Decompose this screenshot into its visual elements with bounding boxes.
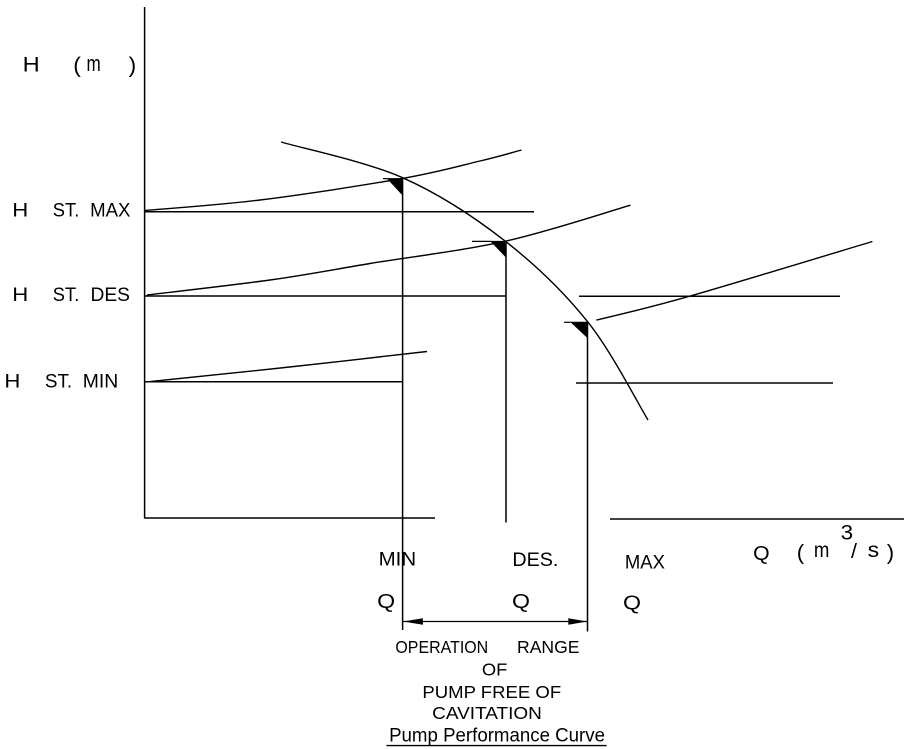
svg-text:MIN: MIN [379,549,417,571]
svg-text:3: 3 [841,522,854,545]
svg-text:H: H [4,371,20,393]
svg-text:ST.: ST. [45,371,72,393]
svg-text:H: H [12,200,28,222]
svg-text:Q: Q [623,593,641,615]
svg-text:OPERATION: OPERATION [395,637,488,657]
svg-text:Q: Q [512,591,530,613]
svg-text:Q: Q [753,543,770,565]
svg-text:): ) [887,541,894,565]
svg-text:MIN: MIN [83,371,119,393]
svg-text:/: / [851,541,857,563]
svg-text:ST.: ST. [53,284,80,306]
svg-text:DES.: DES. [512,549,558,571]
svg-text:Q: Q [377,591,395,613]
svg-text:PUMP FREE OF: PUMP FREE OF [422,682,561,702]
svg-text:MAX: MAX [625,552,665,574]
svg-text:m: m [87,51,101,76]
svg-text:CAVITATION: CAVITATION [432,703,542,723]
svg-text:H: H [23,53,40,77]
svg-text:H: H [12,284,28,306]
svg-text:s: s [868,538,880,562]
svg-text:m: m [814,538,830,562]
svg-text:OF: OF [482,660,508,680]
svg-text:(: ( [73,53,81,78]
svg-text:RANGE: RANGE [517,637,580,657]
svg-text:Pump Performance Curve: Pump Performance Curve [389,725,605,746]
svg-text:): ) [129,53,137,78]
svg-text:(: ( [797,541,805,565]
svg-text:MAX: MAX [90,200,130,222]
svg-text:DES: DES [91,284,131,306]
svg-text:ST.: ST. [53,200,80,222]
